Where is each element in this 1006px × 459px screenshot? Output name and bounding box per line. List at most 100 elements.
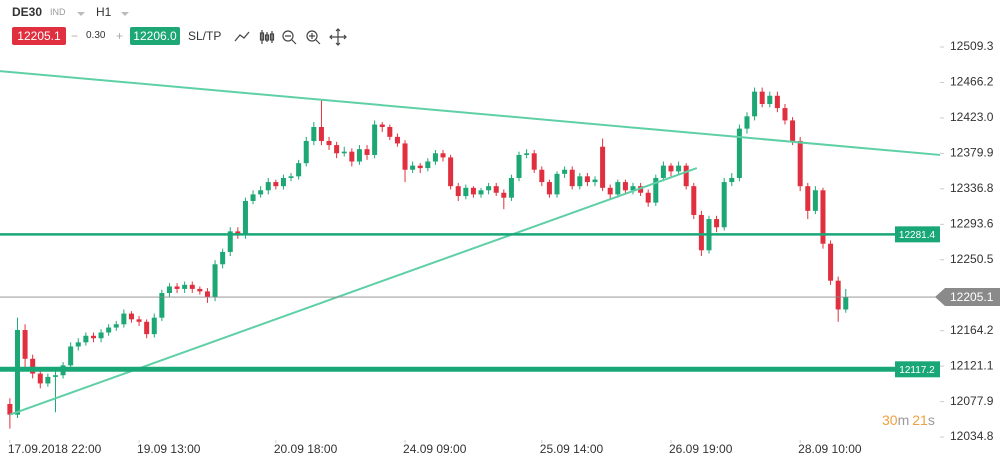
- candle-body: [805, 186, 811, 211]
- candle-body: [37, 373, 43, 384]
- candle-body: [174, 286, 180, 289]
- minus-button[interactable]: −: [71, 29, 79, 43]
- candle-body: [820, 190, 826, 244]
- candle-body: [774, 95, 780, 109]
- y-tick-label: 12077.9: [950, 394, 994, 408]
- candle-body: [30, 358, 36, 374]
- candle-body: [714, 219, 720, 228]
- candle-body: [463, 187, 469, 197]
- timer-seconds: 21: [912, 412, 928, 428]
- candle-body: [106, 327, 112, 333]
- candle-body: [182, 284, 188, 289]
- candle-body: [622, 182, 628, 191]
- buy-button[interactable]: 12206.0: [130, 27, 180, 45]
- plus-button[interactable]: +: [116, 29, 124, 43]
- candle-body: [204, 291, 210, 298]
- move-icon[interactable]: [329, 28, 347, 46]
- candle-body: [334, 145, 340, 154]
- candle-body: [448, 157, 454, 187]
- candle-body: [782, 108, 788, 121]
- symbol-type: IND: [50, 7, 66, 17]
- candle-body: [630, 186, 636, 191]
- timer-minutes: 30: [882, 412, 898, 428]
- y-tick-label: 12509.3: [950, 39, 994, 53]
- candle-body: [493, 186, 499, 193]
- candle-body: [736, 128, 742, 178]
- candle-body: [410, 165, 416, 170]
- zoom-out-icon[interactable]: [282, 30, 297, 45]
- candle-body: [440, 153, 446, 158]
- trend-line: [0, 70, 941, 156]
- timeframe[interactable]: H1: [96, 5, 112, 19]
- candle-body: [455, 186, 461, 197]
- candle-body: [516, 154, 522, 178]
- candle-body: [318, 126, 324, 141]
- candle-body: [364, 149, 370, 155]
- candle-body: [828, 243, 834, 281]
- candle-body: [296, 163, 302, 177]
- candle-body: [600, 146, 606, 188]
- candle-body: [767, 95, 773, 104]
- timer-unit: s: [928, 412, 935, 428]
- toolbar-icons: [234, 28, 347, 46]
- symbol[interactable]: DE30: [12, 5, 43, 19]
- y-tick-label: 12466.2: [950, 75, 994, 89]
- candle-body: [121, 313, 127, 325]
- candle-body: [45, 376, 51, 384]
- candle-body: [584, 176, 590, 183]
- candle-body: [265, 182, 271, 191]
- level-label: 12117.2: [899, 365, 935, 376]
- candle-body: [660, 165, 666, 178]
- candle-body: [835, 280, 841, 310]
- candle-icon[interactable]: [259, 30, 275, 44]
- candle-body: [470, 187, 476, 195]
- candle-body: [402, 143, 408, 170]
- candle-body: [531, 153, 537, 170]
- current-price-tag: [935, 288, 1000, 307]
- candle-body: [577, 176, 583, 187]
- candle-body: [394, 136, 400, 144]
- sell-button[interactable]: 12205.1: [12, 27, 66, 45]
- sltp-button[interactable]: SL/TP: [188, 29, 222, 43]
- candle-body: [197, 288, 203, 292]
- candle-body: [797, 140, 803, 187]
- level-label: 12281.4: [899, 230, 936, 241]
- candle-body: [592, 179, 598, 183]
- candle-body: [303, 140, 309, 164]
- candle-body: [75, 342, 81, 347]
- candle-body: [569, 169, 575, 187]
- candle-body: [843, 297, 849, 310]
- candle-body: [212, 264, 218, 298]
- dropdown-icon[interactable]: [76, 10, 86, 18]
- candle-body: [638, 186, 644, 193]
- level-tag: [895, 226, 940, 243]
- level-tag: [895, 361, 940, 378]
- candle-body: [759, 91, 765, 104]
- candle-body: [698, 214, 704, 251]
- dropdown-icon[interactable]: [120, 10, 130, 18]
- y-tick-label: 12423.0: [950, 110, 994, 124]
- candle-body: [189, 284, 195, 289]
- candle-body: [14, 330, 20, 415]
- candle-body: [273, 182, 279, 187]
- y-tick-label: 12121.1: [950, 358, 994, 372]
- candle-body: [227, 231, 233, 252]
- candle-body: [501, 192, 507, 198]
- candle-body: [683, 165, 689, 187]
- candle-body: [326, 140, 332, 146]
- candle-body: [341, 151, 347, 154]
- y-tick-label: 12164.2: [950, 323, 994, 337]
- candle-body: [645, 192, 651, 203]
- y-tick-label: 12034.8: [950, 429, 994, 443]
- x-tick-label: 28.09 10:00: [798, 442, 862, 456]
- candle-body: [166, 286, 172, 294]
- line-chart-icon[interactable]: [234, 31, 250, 42]
- candle-body: [721, 182, 727, 228]
- candle-body: [280, 177, 286, 187]
- candle-body: [220, 251, 226, 265]
- x-tick-label: 17.09.2018 22:00: [8, 442, 102, 456]
- candle-body: [83, 335, 89, 343]
- candle-body: [478, 190, 484, 195]
- zoom-in-icon[interactable]: [306, 30, 321, 45]
